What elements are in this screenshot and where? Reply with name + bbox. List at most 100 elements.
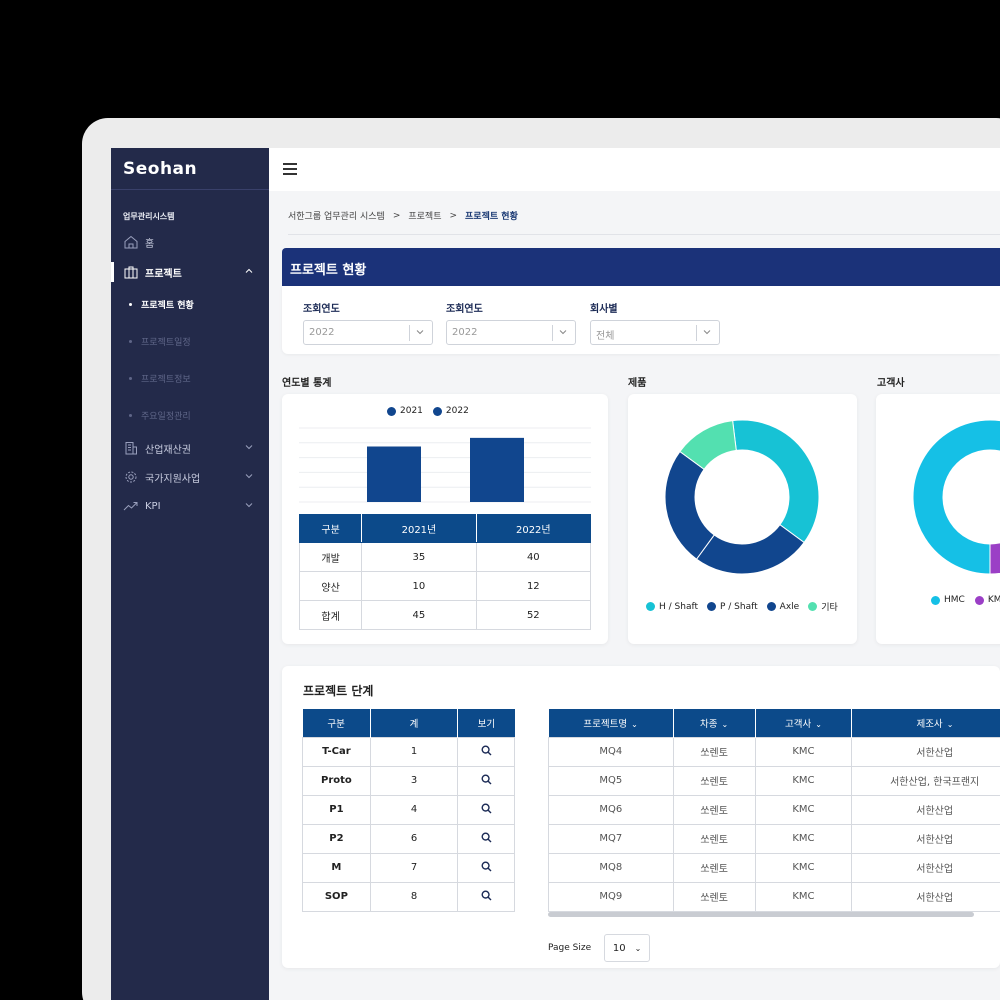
search-icon[interactable] [457,736,515,767]
sidebar-subitem-project-schedule[interactable]: 프로젝트일정 [129,335,191,348]
legend-dot [387,406,396,416]
search-icon[interactable] [457,852,515,883]
table-header: 구분 [302,709,371,737]
table-row: P1 4 [302,794,515,825]
sort-header-car-type[interactable]: 차종 ⌄ [673,709,756,737]
donut-slice-axle [664,450,715,560]
legend-item: HMC [931,595,965,605]
page-size-label: Page Size [548,943,592,953]
year-select-1[interactable]: 2022 [303,320,433,345]
company-select[interactable]: 전체 [590,320,720,345]
search-icon[interactable] [457,823,515,854]
breadcrumb-item-project[interactable]: 프로젝트 [408,212,442,222]
sidebar-item-label: 국가지원사업 [145,473,201,485]
bullet-icon [129,377,132,380]
filter-company: 회사별 전체 [590,300,720,345]
filter-label: 조회연도 [303,304,340,315]
breadcrumb-separator: > [449,210,458,221]
sidebar-item-kpi[interactable]: KPI [111,493,269,519]
breadcrumb-divider [288,234,1000,235]
chevron-down-icon [245,472,253,483]
table-row: 개발 35 40 [298,542,592,572]
table-row[interactable]: MQ4 쏘렌토 KMC 서한산업 [548,736,1000,767]
yearly-bar-chart [299,427,591,503]
filter-year-1: 조회연도 2022 [303,300,433,345]
page-size-control: Page Size 10 ⌄ [548,934,651,962]
product-chart-card: H / Shaft P / Shaft Axle 기타 [628,394,857,644]
product-title: 제품 [628,378,647,389]
sidebar-item-label: 산업재산권 [145,444,191,456]
year-select-2[interactable]: 2022 [446,320,576,345]
project-stage-card: 프로젝트 단계 구분 계 보기 T-Car 1 Proto 3 P1 4 P2 6 M 7 SOP 8… [282,666,1000,968]
filter-label: 조회연도 [446,304,483,315]
donut-slice-km [989,542,1000,575]
sidebar-item-ip-rights[interactable]: 산업재산권 [111,435,269,461]
chevron-down-icon [702,327,712,340]
logo-divider [111,189,269,190]
briefcase-icon [123,264,139,280]
legend-item: KM [974,595,1000,605]
search-icon[interactable] [457,794,515,825]
sidebar-item-label: 홈 [145,238,155,250]
trend-up-icon [123,498,139,514]
stage-title: 프로젝트 단계 [303,684,374,698]
sort-header-customer[interactable]: 고객사 ⌄ [755,709,853,737]
table-row: 양산 10 12 [298,571,592,601]
breadcrumb: 서한그룹 업무관리 시스템 > 프로젝트 > 프로젝트 현황 [288,209,518,223]
sidebar-subitem-project-info[interactable]: 프로젝트정보 [129,372,191,385]
sort-header-project-name[interactable]: 프로젝트명 ⌄ [548,709,674,737]
chevron-down-icon [245,443,253,454]
legend-item-2021: 2021 [387,406,423,416]
table-row: 합계 45 52 [298,600,592,630]
legend-item: 기타 [808,600,838,613]
app-screen: Seohan 업무관리시스템 홈 프로젝트 프로젝트 현황 프로젝트일정 [111,148,1000,1000]
table-row: SOP 8 [302,881,515,912]
sidebar-item-national-support[interactable]: 국가지원사업 [111,464,269,490]
breadcrumb-separator: > [392,210,401,221]
sidebar-subitem-key-schedule[interactable]: 주요일정관리 [129,409,191,422]
table-row[interactable]: MQ8 쏘렌토 KMC 서한산업 [548,852,1000,883]
page-size-select[interactable]: 10 ⌄ [604,934,651,962]
table-row[interactable]: MQ5 쏘렌토 KMC 서한산업, 한국프랜지 [548,765,1000,796]
search-icon[interactable] [457,765,515,796]
donut-slice-hmc [912,419,1000,575]
table-header: 계 [370,709,459,737]
filter-year-2: 조회연도 2022 [446,300,576,345]
bullet-icon [129,414,132,417]
customer-donut-chart [912,419,1000,575]
yearly-stats-title: 연도별 통계 [282,378,332,389]
horizontal-scrollbar[interactable] [548,912,974,917]
sort-header-manufacturer[interactable]: 제조사 ⌄ [851,709,1000,737]
bullet-icon [129,303,132,306]
table-row: Proto 3 [302,765,515,796]
chevron-up-icon [245,267,253,278]
chevron-down-icon: ⌄ [815,719,822,729]
hamburger-menu-icon[interactable] [283,163,297,175]
table-header: 2021년 [361,514,477,543]
stage-table: 구분 계 보기 T-Car 1 Proto 3 P1 4 P2 6 M 7 SOP 8 [302,709,515,912]
chevron-down-icon: ⌄ [946,719,954,729]
product-legend: H / Shaft P / Shaft Axle 기타 [646,600,838,613]
logo: Seohan [123,159,198,179]
system-title: 업무관리시스템 [123,212,175,221]
customer-legend: HMC KM [931,595,1000,605]
sidebar-item-project[interactable]: 프로젝트 [111,259,269,285]
search-icon[interactable] [457,881,515,912]
legend-item: H / Shaft [646,602,698,612]
table-header: 보기 [457,709,515,737]
select-value: 2022 [452,327,478,338]
chevron-down-icon [558,327,568,340]
table-row: T-Car 1 [302,736,515,767]
chevron-down-icon: ⌄ [721,719,729,729]
bar-2022 [470,437,524,502]
table-header: 구분 [298,514,363,543]
legend-item: Axle [766,602,799,612]
sidebar-subitem-project-status[interactable]: 프로젝트 현황 [129,298,194,311]
breadcrumb-item-home[interactable]: 서한그룹 업무관리 시스템 [288,212,385,222]
chevron-down-icon [245,501,253,512]
table-row[interactable]: MQ7 쏘렌토 KMC 서한산업 [548,823,1000,854]
sidebar-item-home[interactable]: 홈 [111,229,269,255]
table-header: 2022년 [475,514,592,543]
table-row[interactable]: MQ6 쏘렌토 KMC 서한산업 [548,794,1000,825]
table-row[interactable]: MQ9 쏘렌토 KMC 서한산업 [548,881,1000,912]
